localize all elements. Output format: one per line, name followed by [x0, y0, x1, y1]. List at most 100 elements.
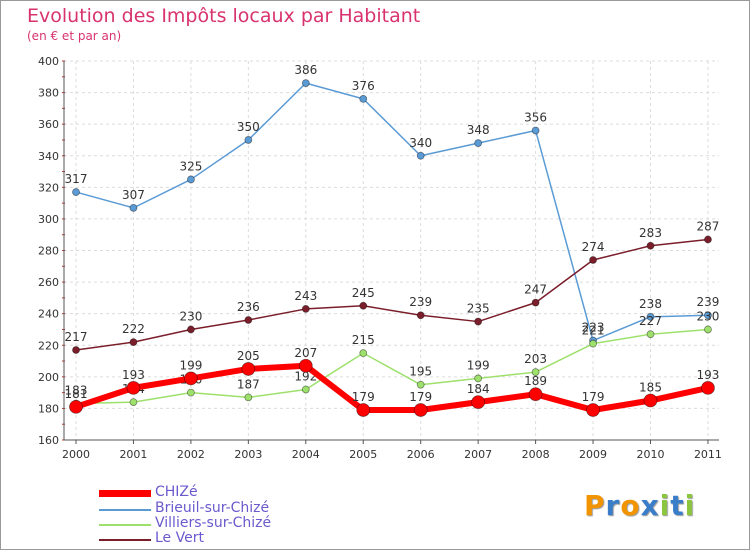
data-label: 179	[582, 390, 605, 404]
data-point	[244, 393, 253, 402]
data-point	[301, 305, 310, 313]
data-label: 193	[696, 368, 719, 382]
y-tick-label: 240	[38, 308, 59, 321]
data-label: 205	[237, 349, 260, 363]
logo-letter: t	[670, 489, 685, 522]
data-point	[474, 317, 483, 326]
data-label: 217	[65, 330, 88, 344]
data-point	[589, 256, 597, 264]
x-tick-label: 2005	[349, 448, 377, 461]
data-label: 183	[65, 384, 88, 398]
data-label: 189	[524, 374, 547, 388]
data-point	[704, 311, 712, 320]
data-point	[69, 399, 83, 414]
series-1: 217 222 230 236 243 245 239 235 247 274 283 287	[65, 219, 719, 354]
logo-letter: i	[684, 489, 696, 522]
data-label: 207	[294, 346, 317, 360]
logo-letter: o	[620, 489, 641, 522]
logo-letter: P	[584, 489, 606, 522]
series-line	[75, 328, 709, 405]
series-line	[75, 82, 708, 342]
data-point	[589, 339, 597, 348]
legend-label: CHIZé	[155, 484, 198, 500]
data-label: 195	[409, 365, 432, 379]
series-3: 181 193 199 205 207 179 179 184 189 179 185 193	[65, 346, 719, 417]
x-tick-label: 2011	[694, 448, 722, 461]
data-point	[129, 398, 138, 407]
y-tick-label: 340	[38, 150, 59, 163]
data-point	[244, 316, 253, 324]
chart-title: Evolution des Impôts locaux par Habitant	[27, 5, 421, 27]
data-point	[416, 311, 425, 320]
data-label: 193	[122, 368, 145, 382]
y-tick-label: 280	[38, 245, 59, 258]
data-label: 199	[179, 358, 202, 372]
data-point	[186, 175, 195, 184]
data-label: 348	[467, 123, 490, 137]
x-tick-label: 2001	[119, 448, 147, 461]
data-point	[531, 298, 540, 307]
x-tick-label: 2002	[177, 448, 205, 461]
data-point	[359, 301, 368, 310]
data-label: 238	[639, 297, 662, 311]
x-tick-label: 2010	[637, 448, 665, 461]
data-point	[298, 358, 313, 373]
data-label: 356	[524, 110, 547, 124]
data-point	[356, 403, 371, 417]
data-point	[186, 388, 195, 397]
data-label: 179	[409, 390, 432, 404]
data-point	[416, 151, 425, 160]
data-point	[359, 95, 368, 103]
legend-swatch	[99, 539, 151, 541]
data-label: 185	[639, 381, 662, 395]
data-point	[643, 393, 658, 408]
x-tick-label: 2004	[292, 448, 320, 461]
data-point	[646, 330, 655, 339]
legend-swatch	[99, 490, 151, 497]
data-label: 222	[122, 322, 145, 336]
data-label: 287	[696, 219, 719, 233]
y-tick-label: 260	[38, 276, 59, 289]
data-label: 307	[122, 188, 145, 202]
data-label: 221	[582, 324, 605, 338]
data-label: 179	[352, 390, 375, 404]
data-label: 243	[294, 289, 317, 303]
series-0: 317 307 325 350 386 376 340 348 356 223 238 239	[65, 63, 719, 345]
data-point	[704, 325, 712, 334]
x-tick-label: 2007	[464, 448, 492, 461]
data-label: 187	[237, 377, 260, 391]
data-label: 274	[582, 240, 605, 254]
data-label: 235	[467, 302, 490, 316]
data-point	[531, 368, 540, 376]
legend-label: Villiers-sur-Chizé	[155, 515, 272, 531]
data-point	[474, 139, 483, 148]
y-tick-label: 220	[38, 339, 59, 352]
x-tick-label: 2009	[579, 448, 607, 461]
data-label: 283	[639, 226, 662, 240]
data-point	[126, 380, 141, 395]
data-label: 184	[467, 382, 490, 396]
logo-letter: i	[659, 489, 671, 522]
legend-swatch	[99, 509, 151, 511]
legend-label: Brieuil-sur-Chizé	[155, 500, 270, 516]
y-tick-label: 380	[38, 87, 59, 100]
series-line	[75, 362, 709, 413]
data-point	[704, 235, 712, 244]
data-label: 245	[352, 286, 375, 300]
data-label: 230	[179, 309, 202, 323]
data-label: 181	[65, 387, 88, 401]
data-point	[646, 241, 655, 250]
data-point	[72, 346, 80, 354]
y-tick-label: 200	[38, 371, 59, 384]
x-tick-label: 2000	[62, 448, 90, 461]
data-label: 223	[582, 321, 605, 335]
legend-label: Le Vert	[155, 530, 204, 546]
data-label: 215	[352, 333, 375, 347]
data-label: 386	[294, 63, 317, 77]
data-label: 350	[237, 120, 260, 134]
y-tick-label: 360	[38, 118, 59, 131]
logo-letter: r	[605, 489, 621, 522]
data-point	[244, 136, 253, 144]
